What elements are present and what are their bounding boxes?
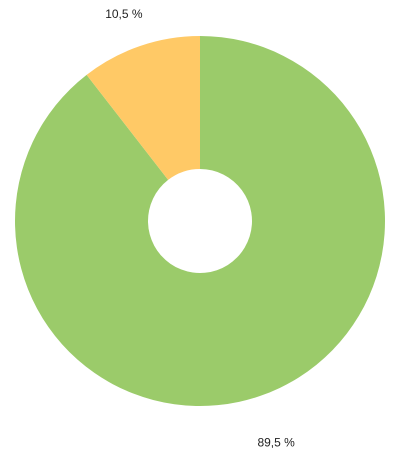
value-label: 89,5 % — [257, 436, 295, 450]
donut-slice — [14, 36, 385, 407]
donut-slice — [86, 36, 200, 180]
value-label: 10,5 % — [105, 7, 143, 21]
